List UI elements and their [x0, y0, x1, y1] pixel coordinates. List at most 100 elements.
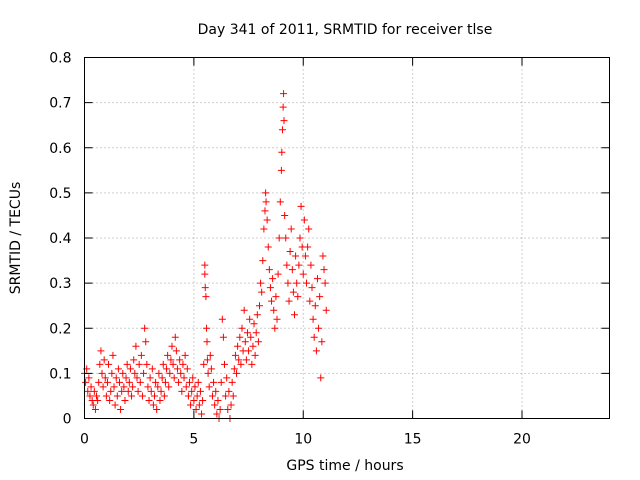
data-point [135, 360, 143, 368]
data-point [171, 333, 179, 341]
y-tick-label: 0.8 [49, 51, 71, 67]
y-tick-label: 0.2 [49, 321, 71, 337]
data-point [176, 356, 184, 364]
data-point [122, 374, 130, 382]
y-tick-label: 0.3 [49, 276, 71, 292]
data-point [155, 369, 163, 377]
data-point [245, 347, 253, 355]
data-point [182, 383, 190, 391]
data-point [313, 275, 321, 283]
data-point [175, 378, 183, 386]
data-point [303, 279, 311, 287]
data-point [273, 315, 281, 323]
data-point [282, 234, 290, 242]
data-point [158, 374, 166, 382]
data-point [130, 356, 138, 364]
data-point [277, 166, 285, 174]
data-point [86, 392, 94, 400]
data-point [143, 360, 151, 368]
data-point [144, 383, 152, 391]
data-point [229, 392, 237, 400]
data-point [269, 275, 277, 283]
data-point [100, 356, 108, 364]
data-point [189, 374, 197, 382]
data-point [221, 360, 228, 368]
data-point [204, 369, 212, 377]
data-point [82, 378, 90, 386]
data-point [227, 401, 235, 409]
data-point [294, 293, 302, 301]
data-point [212, 387, 220, 395]
data-point [123, 360, 131, 368]
data-point [201, 284, 209, 292]
data-point [170, 374, 178, 382]
data-point [188, 387, 196, 395]
data-point [297, 202, 305, 210]
data-point [266, 284, 274, 292]
data-point [287, 225, 295, 233]
data-point [305, 225, 313, 233]
data-point [119, 369, 127, 377]
data-point [173, 365, 181, 373]
x-tick-labels: 0 5 10 15 20 [80, 432, 531, 448]
x-tick-label: 20 [513, 432, 531, 448]
data-point [268, 297, 276, 305]
data-point [114, 365, 122, 373]
data-point [165, 383, 173, 391]
data-point [120, 383, 128, 391]
data-point [278, 126, 286, 134]
data-point [309, 315, 317, 323]
x-axis-label: GPS time / hours [286, 458, 403, 474]
data-point [103, 378, 111, 386]
data-point [164, 351, 172, 359]
data-point [289, 288, 297, 296]
data-point [312, 347, 320, 355]
data-point [198, 410, 206, 418]
data-point [206, 351, 214, 359]
data-point [317, 374, 325, 382]
x-tick-label: 0 [80, 432, 89, 448]
data-point [152, 378, 160, 386]
data-point [299, 270, 307, 278]
data-point [203, 338, 211, 346]
data-point [181, 351, 189, 359]
data-point [300, 216, 308, 224]
data-point [147, 387, 155, 395]
data-point [207, 365, 215, 373]
data-point [200, 360, 208, 368]
data-point [128, 392, 136, 400]
data-point [280, 90, 288, 98]
y-tick-label: 0 [63, 412, 72, 428]
x-tick-label: 15 [404, 432, 422, 448]
data-point [160, 392, 168, 400]
data-point [271, 324, 279, 332]
data-point [97, 347, 105, 355]
data-point [288, 266, 296, 274]
data-point [292, 252, 300, 260]
data-point [213, 410, 221, 418]
data-point [275, 234, 283, 242]
data-point [228, 378, 236, 386]
y-tick-labels: 0 0.1 0.2 0.3 0.4 0.5 0.6 0.7 0.8 [49, 51, 71, 428]
data-point [149, 401, 157, 409]
data-point [320, 266, 328, 274]
data-point [222, 392, 230, 400]
axis-ticks [84, 57, 610, 419]
data-point [201, 261, 209, 269]
data-point [203, 356, 211, 364]
data-point [286, 248, 294, 256]
data-point [178, 387, 186, 395]
data-point [259, 257, 267, 265]
data-point [111, 401, 119, 409]
data-point [281, 211, 289, 219]
data-point [121, 396, 129, 404]
data-point [151, 392, 158, 400]
data-point [184, 392, 192, 400]
data-point [132, 342, 140, 350]
data-point [183, 365, 191, 373]
data-point [167, 356, 175, 364]
data-point [112, 374, 120, 382]
data-point [124, 387, 132, 395]
data-point [278, 148, 286, 156]
data-point [94, 396, 102, 404]
